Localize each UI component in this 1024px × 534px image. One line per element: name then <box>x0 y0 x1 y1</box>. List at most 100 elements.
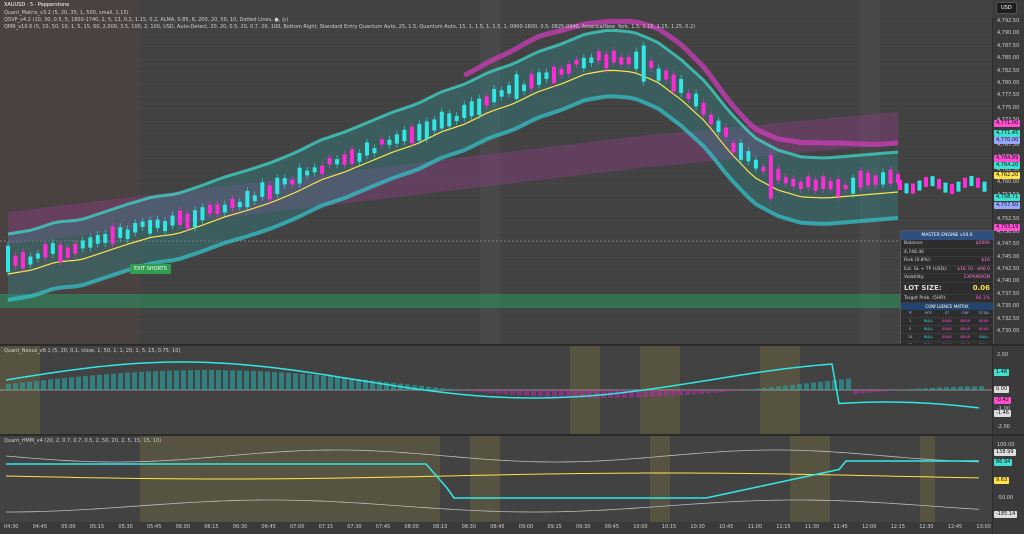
nexus-legend[interactable]: Quant_Nexus_v8.1 (5, 20, 0.1, close, 1, … <box>4 348 181 354</box>
osc-tag: -185.14 <box>994 511 1018 518</box>
histogram-bar <box>300 373 305 390</box>
histogram-bar <box>629 390 634 398</box>
candle <box>559 68 564 75</box>
candle <box>73 243 78 254</box>
candle <box>898 180 902 190</box>
nexus-oscillator-pane[interactable] <box>0 346 992 434</box>
time-tick: 04:45 <box>32 524 48 530</box>
main-chart-pane[interactable] <box>0 0 992 344</box>
histogram-bar <box>146 371 151 390</box>
candle <box>731 142 736 153</box>
candle <box>896 174 900 184</box>
histogram-bar <box>860 390 865 394</box>
currency-button[interactable]: USD <box>996 2 1017 14</box>
time-tick: 06:45 <box>261 524 276 530</box>
histogram-bar <box>69 377 74 390</box>
candle <box>320 165 325 174</box>
matrix-cell: BEAR <box>937 326 957 334</box>
candle <box>424 121 429 139</box>
price-tick: 4,730.00 <box>997 328 1020 334</box>
price-tick: 4,745.00 <box>997 253 1020 260</box>
candle <box>701 102 706 115</box>
panel-row: Balance: $2000 <box>901 240 993 249</box>
indicator-legend-qsvp[interactable]: QSVP_v4.2 (10, 30, 0.5, 5, 1800-1740, 2,… <box>4 17 289 23</box>
histogram-bar <box>293 373 298 390</box>
osc-tag: 86.94 <box>994 459 1013 466</box>
hmm-legend[interactable]: Quant_HMM_v4 (20, 2, 0.7, 0.7, 0.5, 2, 5… <box>4 438 162 444</box>
upper-bound-line <box>5 449 980 463</box>
histogram-bar <box>489 390 494 393</box>
candle <box>529 74 534 89</box>
matrix-cell: BEAR <box>974 318 993 326</box>
histogram-bar <box>349 378 354 390</box>
candle <box>492 88 497 103</box>
matrix-cell: BULL <box>919 326 938 334</box>
lot-size-label: LOT SIZE: <box>904 283 942 292</box>
histogram-bar <box>118 373 123 390</box>
matrix-title: CONFLUENCE MATRIX <box>901 303 993 310</box>
histogram-bar <box>426 386 431 390</box>
candle <box>297 167 302 184</box>
price-tick: 4,767.50 <box>997 142 1020 148</box>
candle <box>58 244 63 262</box>
histogram-bar <box>566 390 571 398</box>
histogram-bar <box>160 370 165 390</box>
candle <box>118 227 123 238</box>
histogram-bar <box>699 390 704 394</box>
histogram-bar <box>650 390 655 397</box>
candle <box>103 234 108 243</box>
price-tick: 4,760.00 <box>997 179 1020 186</box>
time-tick: 05:15 <box>89 524 105 530</box>
candle <box>148 220 153 234</box>
histogram-bar <box>384 382 389 390</box>
matrix-cell: BEAR <box>956 334 975 342</box>
indicator-legend-qmr[interactable]: QMR_v10.6 (5, 10, 50, 10, 1, 5, 15, 60, … <box>4 24 696 30</box>
candle <box>943 182 948 193</box>
time-tick: 05:45 <box>147 524 162 530</box>
histogram-bar <box>223 370 228 390</box>
matrix-cell: BEAR <box>937 334 957 342</box>
candle <box>230 198 235 208</box>
candle <box>851 177 856 194</box>
time-tick: 12:45 <box>947 524 963 530</box>
candle <box>574 59 579 65</box>
time-tick: 06:00 <box>175 524 191 530</box>
candle <box>619 57 624 65</box>
candle <box>723 127 728 137</box>
price-tag: 4,770.00 <box>994 137 1021 144</box>
hmm-oscillator-pane[interactable] <box>0 436 992 522</box>
time-tick: 04:30 <box>4 524 19 530</box>
price-chart-canvas[interactable] <box>0 0 992 344</box>
histogram-bar <box>545 390 550 397</box>
osc-tick: 2.00 <box>997 352 1009 358</box>
time-tick: 09:45 <box>604 524 620 530</box>
time-tick: 11:00 <box>747 524 763 530</box>
candle <box>35 253 40 259</box>
osc-tag: 138.99 <box>994 449 1016 456</box>
candle <box>65 247 70 258</box>
histogram-bar <box>517 390 522 396</box>
histogram-bar <box>559 390 564 398</box>
candle <box>937 178 941 189</box>
osc-tick: 100.00 <box>997 442 1015 448</box>
histogram-bar <box>153 371 158 390</box>
time-tick: 09:30 <box>576 524 591 530</box>
candle <box>641 45 646 82</box>
price-scale[interactable]: 4,792.50 4,790.00 4,787.50 4,785.00 4,782.50… <box>992 18 1024 344</box>
candle <box>783 177 788 184</box>
candle <box>611 50 616 63</box>
matrix-cell: BEAR <box>956 326 975 334</box>
histogram-bar <box>97 374 102 390</box>
indicator-legend-matrix[interactable]: Quant_Matrix_v3.2 (5, 20, 35, 1, 500, sm… <box>4 10 129 16</box>
time-axis[interactable]: 04:30 04:45 05:00 05:15 05:30 05:45 06:00 06:15… <box>0 522 992 534</box>
candle <box>671 74 676 92</box>
candle <box>200 207 205 221</box>
candle <box>551 66 556 84</box>
histogram-bar <box>783 385 788 390</box>
hmm-canvas[interactable] <box>0 436 992 522</box>
axis-corner <box>992 522 1024 534</box>
nexus-canvas[interactable] <box>0 346 992 434</box>
matrix-head: TF <box>901 310 920 318</box>
histogram-bar <box>48 379 53 390</box>
candle <box>170 215 175 226</box>
